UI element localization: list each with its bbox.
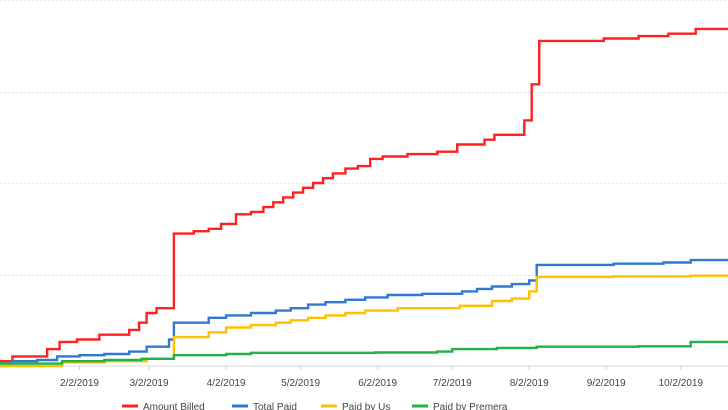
x-tick-label: 4/2/2019 [207, 378, 246, 389]
x-tick-label: 5/2/2019 [281, 378, 320, 389]
x-tick-label: 8/2/2019 [510, 378, 549, 389]
x-tick-label: 6/2/2019 [358, 378, 397, 389]
series-group [0, 27, 728, 368]
gridlines [0, 0, 728, 276]
legend-label: Total Paid [253, 402, 297, 410]
x-tick-label: 10/2/2019 [659, 378, 704, 389]
legend: Amount Billed Total Paid Paid by Us Paid by… [122, 402, 508, 410]
legend-label: Paid by Us [342, 402, 390, 410]
series-line-paid-by-premera [0, 340, 728, 365]
series-line-amount-billed [0, 27, 728, 363]
x-tick-label: 3/2/2019 [130, 378, 169, 389]
legend-label: Paid by Premera [433, 402, 508, 410]
x-tick-label: 9/2/2019 [587, 378, 626, 389]
legend-label: Amount Billed [143, 402, 205, 410]
x-tick-label: 2/2/2019 [60, 378, 99, 389]
x-tick-label: 7/2/2019 [433, 378, 472, 389]
series-line-total-paid [0, 258, 728, 365]
x-axis-ticks: 2/2/2019 3/2/2019 4/2/2019 5/2/2019 6/2/2019… [60, 366, 703, 389]
